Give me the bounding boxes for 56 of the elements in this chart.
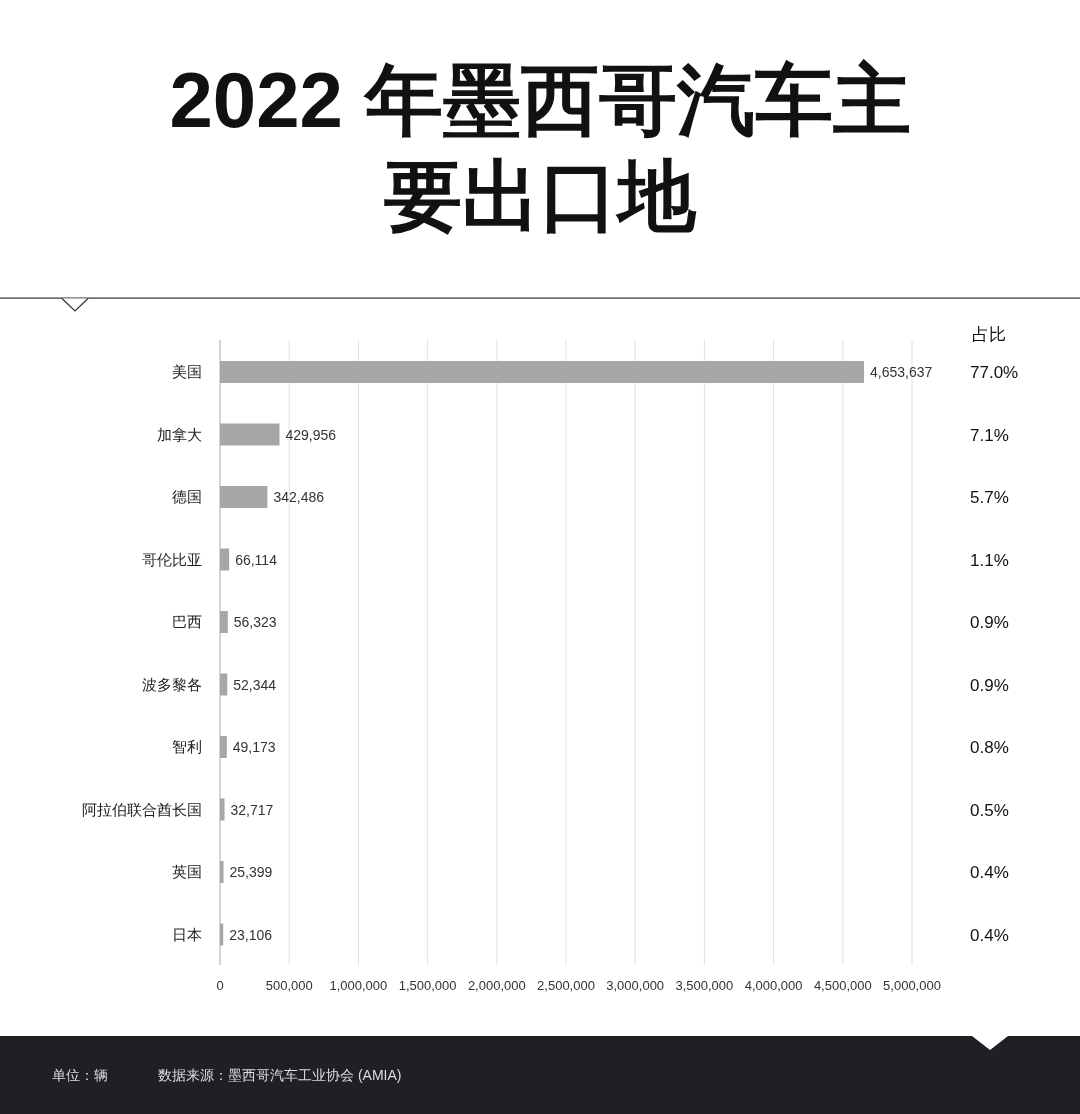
text: 0.9% [970,675,1009,695]
bar [220,361,865,383]
data-label: 49,173 [232,739,276,755]
bar [220,861,224,883]
data-label: 66,114 [235,551,278,568]
data-label: 342,486 [273,489,325,505]
x-tick-label: 2,500,000 [537,978,595,993]
bar [220,923,224,946]
y-tick-label: 波多黎各 [142,675,202,693]
text: 1.1% [970,550,1009,570]
text: 0.4% [970,863,1009,882]
bar [220,673,228,696]
plot: 0 500,000 1,000,000 1,500,000 2,000,000 2,500,000 3,000,000 3,500,000 4,000,000 4,500,000 5,000,000 4,653,637 429,956 342,486 66,114 56,323 52,344 49,173 32,717 25,399 23,106 美国 加拿大 德国 哥伦比亚 巴西 波多黎各 智利 阿拉伯联合酋长国 英国 日本 [82,339,941,993]
x-tick-label: 3,500,000 [675,978,734,993]
text: 7.1% [970,425,1009,445]
x-tick-label: 1,500,000 [398,978,457,993]
x-tick-label: 500,000 [265,978,313,993]
data-label: 52,344 [233,676,277,693]
x-tick-label: 1,000,000 [329,978,388,993]
data-label: 4,653,637 [870,364,933,380]
chart-title: 2022 年墨西哥汽车主要出口地 [168,55,912,242]
data-label: 23,106 [229,926,273,943]
bar [220,798,225,821]
bar [220,423,280,446]
y-tick-label: 日本 [172,925,202,943]
text: 占比 [972,325,1006,344]
bar [220,611,228,633]
text: 0.4% [970,925,1009,945]
bar [220,548,230,571]
data-label: 32,717 [230,801,274,818]
text: 0.9% [970,613,1009,632]
text: 单位：辆 [52,1067,108,1083]
y-tick-label: 加拿大 [157,425,202,443]
source-note: 数据来源：墨西哥汽车工业协会 (AMIA) [158,1067,402,1083]
bar [220,486,268,508]
y-tick-label: 德国 [172,488,202,505]
text: 0.8% [970,738,1009,757]
x-tick-label: 5,000,000 [883,978,941,993]
x-tick-label: 4,000,000 [744,978,803,993]
y-tick-label: 英国 [172,863,202,880]
y-tick-label: 哥伦比亚 [142,550,202,568]
x-tick-label: 0 [216,978,224,993]
bar [220,736,227,758]
data-label: 25,399 [229,864,273,880]
text: 77.0% [970,363,1019,382]
y-tick-label: 阿拉伯联合酋长国 [82,800,202,818]
y-tick-label: 美国 [172,363,202,380]
data-label: 56,323 [233,614,277,630]
y-tick-label: 智利 [172,738,202,755]
text: 0.5% [970,800,1009,820]
text: 5.7% [970,488,1009,507]
x-tick-label: 4,500,000 [813,978,872,993]
y-tick-label: 巴西 [172,613,202,630]
data-label: 429,956 [285,426,337,443]
x-tick-label: 2,000,000 [467,978,526,993]
x-tick-label: 3,000,000 [606,978,665,993]
